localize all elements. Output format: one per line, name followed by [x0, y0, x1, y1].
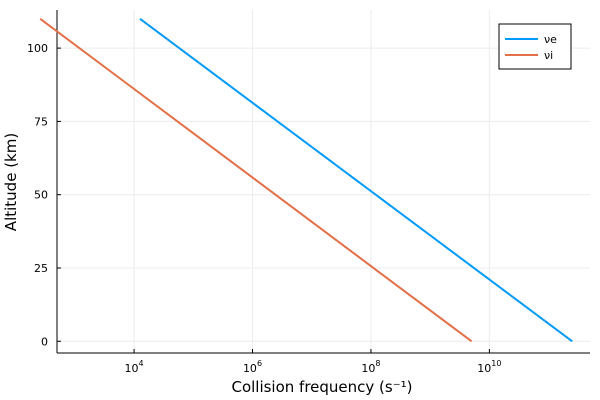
axes: [56, 10, 590, 354]
y-tick-label: 100: [27, 42, 48, 55]
x-tick-label: 106: [243, 359, 262, 375]
x-axis-title: Collision frequency (s⁻¹): [231, 378, 412, 396]
x-tick-label: 108: [361, 359, 380, 375]
y-axis-title: Altitude (km): [2, 133, 20, 231]
x-ticks: 104 106 108 1010: [125, 349, 501, 375]
series-line-vi: [39, 17, 473, 343]
y-tick-label: 0: [41, 335, 48, 348]
y-tick-label: 75: [34, 115, 48, 128]
y-ticks: 0 25 50 75 100: [27, 42, 61, 348]
x-tick-label: 1010: [477, 359, 501, 375]
legend-label-ve: νe: [544, 33, 557, 46]
series-line-ve: [139, 17, 573, 343]
y-tick-label: 50: [34, 189, 48, 202]
legend: νe νi: [498, 23, 572, 70]
x-tick-label: 104: [125, 359, 144, 375]
legend-box: [498, 23, 572, 70]
y-tick-label: 25: [34, 262, 48, 275]
series-layer: [39, 17, 573, 343]
legend-label-vi: νi: [544, 49, 553, 62]
